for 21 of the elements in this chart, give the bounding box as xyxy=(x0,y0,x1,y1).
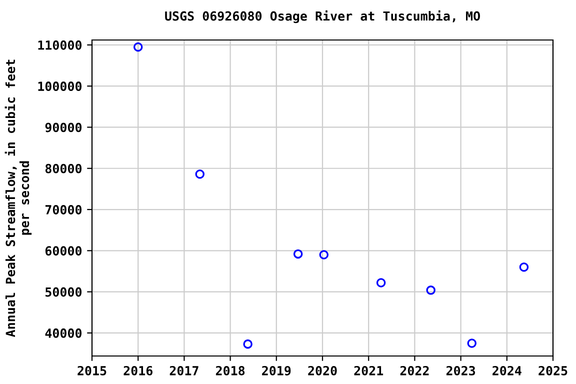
y-tick-label: 90000 xyxy=(45,122,82,132)
x-tick-label: 2021 xyxy=(354,366,384,376)
x-tick-label: 2019 xyxy=(262,366,291,376)
y-axis-title: Annual Peak Streamflow, in cubic feet per second xyxy=(4,60,32,338)
x-tick-label: 2015 xyxy=(78,366,106,376)
y-tick-label: 50000 xyxy=(46,287,82,297)
y-tick-label: 80000 xyxy=(45,164,82,174)
x-tick-label: 2023 xyxy=(446,366,476,376)
x-tick-label: 2022 xyxy=(400,366,429,376)
x-tick-label: 2016 xyxy=(124,366,152,376)
chart-title: USGS 06926080 Osage River at Tuscumbia, MO xyxy=(165,10,480,24)
x-tick-label: 2025 xyxy=(538,366,568,376)
x-tick-label: 2017 xyxy=(170,366,198,376)
y-tick-label: 70000 xyxy=(45,204,82,214)
x-tick-label: 2018 xyxy=(216,366,245,376)
y-tick-label: 110000 xyxy=(38,40,82,50)
y-tick-label: 40000 xyxy=(45,328,82,338)
y-tick-label: 100000 xyxy=(38,82,82,92)
x-tick-label: 2024 xyxy=(492,366,522,376)
y-tick-label: 60000 xyxy=(45,246,82,256)
x-tick-label: 2020 xyxy=(308,366,337,376)
